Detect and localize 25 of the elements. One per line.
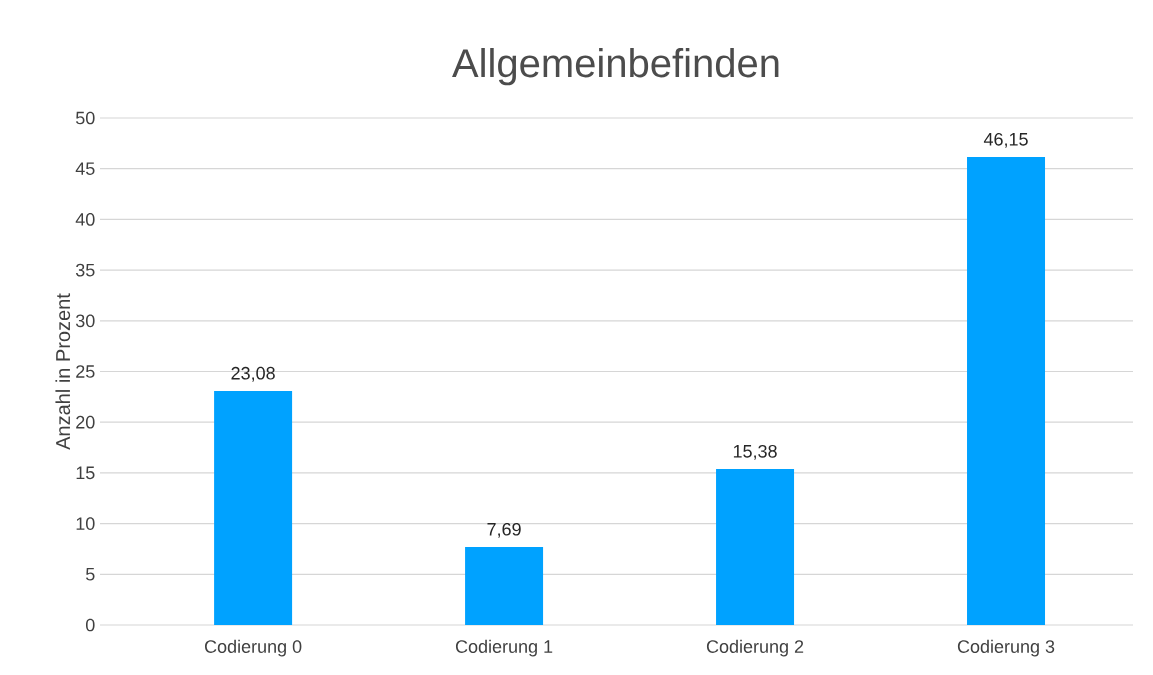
y-tick-label: 40 [75, 213, 95, 226]
x-tick-label: Codierung 3 [957, 639, 1055, 657]
bar [465, 547, 544, 625]
bar [214, 390, 293, 625]
data-label: 23,08 [231, 366, 275, 382]
y-tick-label: 35 [75, 263, 95, 277]
data-label: 15,38 [733, 444, 777, 460]
y-tick-label: 30 [75, 314, 95, 328]
data-label: 7,69 [487, 522, 521, 538]
y-tick-label: 50 [75, 111, 95, 125]
chart-title: Allgemeinbefinden [452, 48, 779, 86]
x-tick-label: Codierung 0 [204, 639, 302, 657]
y-tick-label: 15 [76, 466, 95, 480]
y-tick-label: 0 [85, 618, 95, 632]
y-tick-label: 5 [85, 568, 95, 581]
bar [967, 157, 1046, 625]
data-label: 46,15 [983, 132, 1028, 148]
y-tick-label: 20 [76, 415, 95, 429]
bar [716, 469, 795, 625]
y-tick-label: 45 [75, 162, 95, 175]
y-tick-label: 10 [76, 517, 95, 530]
y-axis-title: Anzahl in Prozent [55, 293, 71, 450]
y-tick-label: 25 [76, 365, 95, 378]
x-tick-label: Codierung 1 [455, 639, 553, 657]
x-tick-label: Codierung 2 [706, 639, 804, 657]
